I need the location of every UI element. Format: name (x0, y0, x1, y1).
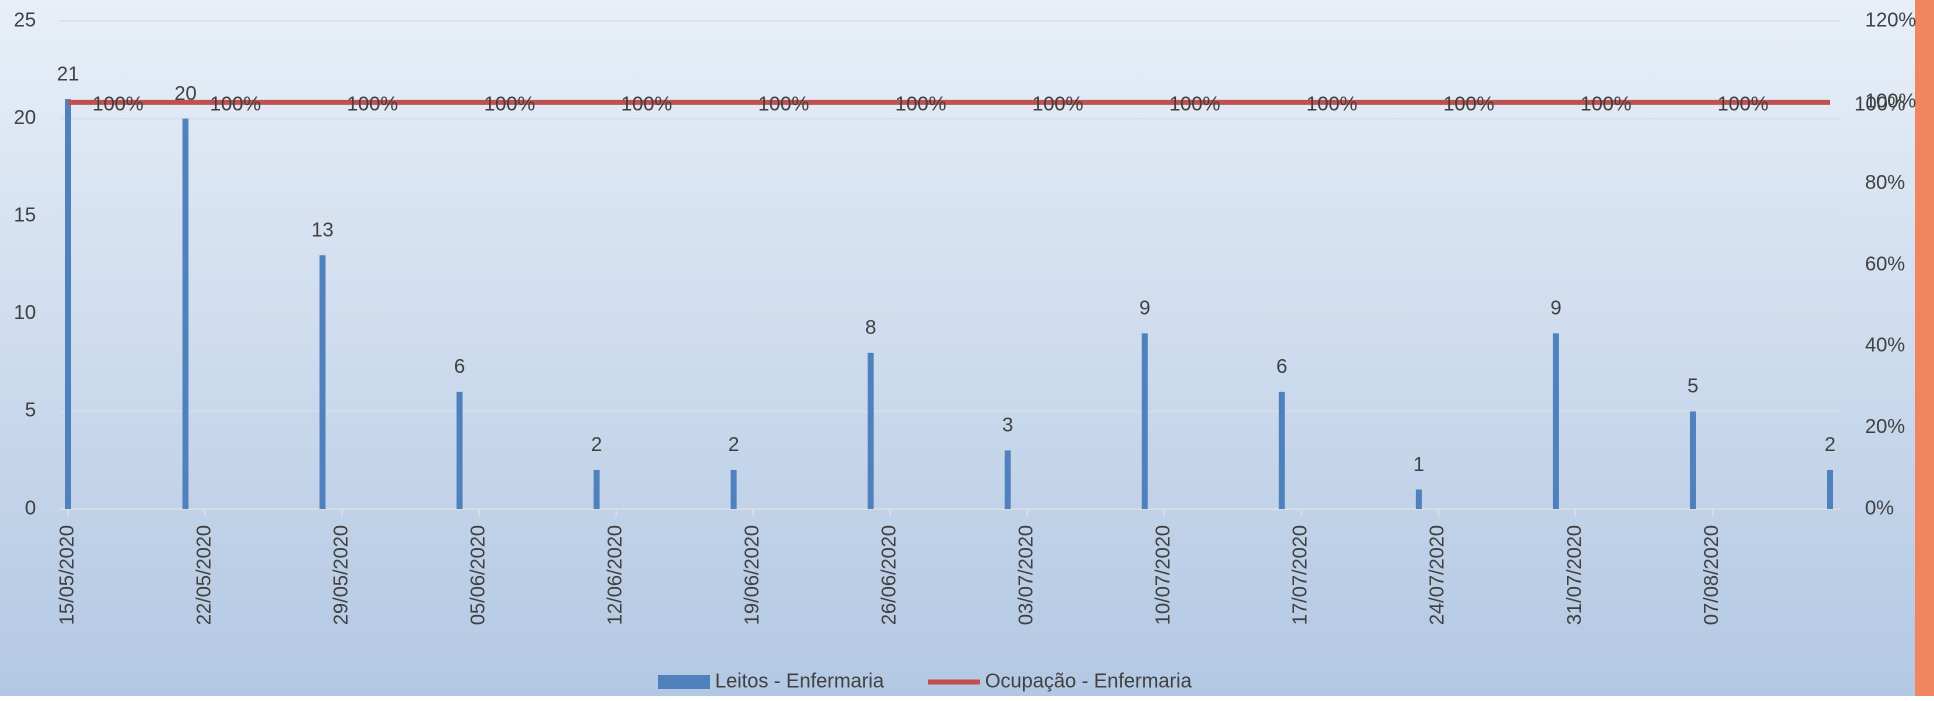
line-value-label: 100% (347, 94, 398, 116)
y-tick-label: 0 (25, 497, 36, 519)
x-tick-label: 22/05/2020 (193, 525, 215, 625)
bar-value-label: 13 (311, 220, 333, 242)
line-value-label: 100% (210, 94, 261, 116)
x-tick-label: 17/07/2020 (1290, 525, 1312, 625)
legend-label: Leitos - Enfermaria (715, 670, 885, 692)
bar-value-label: 2 (728, 434, 739, 456)
y2-tick-label: 0% (1865, 497, 1894, 519)
y2-tick-label: 80% (1865, 172, 1905, 194)
line-value-label: 100% (1580, 94, 1631, 116)
bar-value-label: 9 (1139, 298, 1150, 320)
y2-tick-label: 120% (1865, 9, 1916, 31)
bar (730, 469, 737, 509)
bar (1552, 333, 1559, 509)
y2-tick-label: 100% (1865, 91, 1916, 113)
bar-value-label: 2 (591, 434, 602, 456)
bar (1415, 489, 1422, 509)
bar-value-label: 6 (454, 356, 465, 378)
line-value-label: 100% (92, 94, 143, 116)
bar (593, 469, 600, 509)
line-value-label: 100% (758, 94, 809, 116)
bar-value-label: 20 (174, 83, 196, 105)
line-value-label: 100% (1169, 94, 1220, 116)
bar-value-label: 2 (1824, 434, 1835, 456)
side-strip (1915, 0, 1934, 696)
bar (1278, 391, 1285, 509)
x-tick-label: 05/06/2020 (467, 525, 489, 625)
bar-value-label: 6 (1276, 356, 1287, 378)
bar (65, 99, 71, 509)
y-tick-label: 10 (14, 302, 36, 324)
bar (1689, 411, 1696, 509)
x-tick-label: 19/06/2020 (742, 525, 764, 625)
y2-tick-label: 20% (1865, 416, 1905, 438)
x-tick-label: 29/05/2020 (330, 525, 352, 625)
x-tick-label: 26/06/2020 (879, 525, 901, 625)
y2-tick-label: 60% (1865, 253, 1905, 275)
line-value-label: 100% (484, 94, 535, 116)
bar-value-label: 9 (1550, 298, 1561, 320)
x-tick-label: 15/05/2020 (56, 525, 78, 625)
x-tick-label: 31/07/2020 (1564, 525, 1586, 625)
y2-tick-label: 40% (1865, 335, 1905, 357)
bar (456, 391, 463, 509)
legend-swatch (658, 675, 710, 689)
line-value-label: 100% (895, 94, 946, 116)
bar (867, 352, 874, 509)
bar (1004, 450, 1011, 509)
x-tick-label: 12/06/2020 (604, 525, 626, 625)
bar (319, 255, 326, 509)
y-tick-label: 15 (14, 204, 36, 226)
y-tick-label: 20 (14, 107, 36, 129)
y-tick-label: 5 (25, 400, 36, 422)
x-tick-label: 10/07/2020 (1153, 525, 1175, 625)
bar-value-label: 3 (1002, 415, 1013, 437)
line-value-label: 100% (1032, 94, 1083, 116)
line-value-label: 100% (1854, 94, 1905, 116)
y-tick-label: 25 (14, 9, 36, 31)
line-value-label: 100% (1717, 94, 1768, 116)
bar-value-label: 8 (865, 317, 876, 339)
bar-value-label: 5 (1687, 376, 1698, 398)
bar-value-label: 21 (57, 63, 79, 85)
line-value-label: 100% (1306, 94, 1357, 116)
x-tick-label: 03/07/2020 (1016, 525, 1038, 625)
bar (1141, 333, 1148, 509)
line-value-label: 100% (1443, 94, 1494, 116)
bar-value-label: 1 (1413, 454, 1424, 476)
line-value-label: 100% (621, 94, 672, 116)
x-tick-label: 07/08/2020 (1701, 525, 1723, 625)
bar (1827, 469, 1833, 509)
x-tick-label: 24/07/2020 (1427, 525, 1449, 625)
legend-label: Ocupação - Enfermaria (985, 670, 1193, 692)
bar (182, 118, 189, 509)
